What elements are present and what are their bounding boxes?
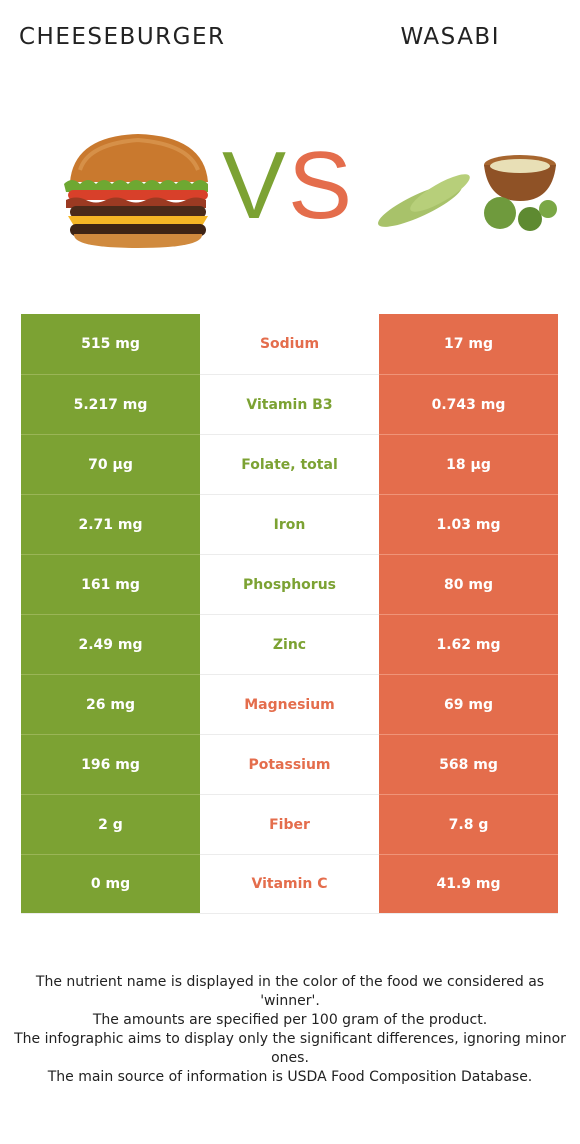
left-food-value: 26 mg — [21, 674, 200, 734]
left-food-value: 2 g — [21, 794, 200, 854]
footnote-line-1: The nutrient name is displayed in the co… — [35, 974, 545, 1009]
right-food-title: WASABI — [400, 24, 500, 50]
footnote-line-3: The infographic aims to display only the… — [14, 1031, 566, 1066]
nutrient-name: Folate, total — [200, 434, 379, 494]
nutrient-name: Vitamin C — [200, 854, 379, 914]
left-food-value: 0 mg — [21, 854, 200, 914]
nutrient-comparison-table: 515 mg Sodium 17 mg 5.217 mg Vitamin B3 0.743… — [21, 314, 558, 914]
right-food-value: 69 mg — [379, 674, 558, 734]
left-food-value: 196 mg — [21, 734, 200, 794]
nutrient-name: Magnesium — [200, 674, 379, 734]
right-food-value: 1.62 mg — [379, 614, 558, 674]
right-food-value: 1.03 mg — [379, 494, 558, 554]
footnote-line-2: The amounts are specified per 100 gram o… — [92, 1012, 488, 1028]
vs-label: V S — [222, 138, 352, 228]
table-row: 0 mg Vitamin C 41.9 mg — [21, 854, 558, 914]
footnote-line-4: The main source of information is USDA F… — [47, 1069, 533, 1085]
right-food-value: 0.743 mg — [379, 374, 558, 434]
table-row: 2.71 mg Iron 1.03 mg — [21, 494, 558, 554]
nutrient-name: Iron — [200, 494, 379, 554]
table-row: 2.49 mg Zinc 1.62 mg — [21, 614, 558, 674]
right-food-value: 41.9 mg — [379, 854, 558, 914]
nutrient-name: Fiber — [200, 794, 379, 854]
nutrient-name: Sodium — [200, 314, 379, 374]
nutrient-name: Potassium — [200, 734, 379, 794]
vs-s-letter: S — [288, 138, 352, 228]
right-food-value: 18 µg — [379, 434, 558, 494]
left-food-value: 161 mg — [21, 554, 200, 614]
left-food-value: 70 µg — [21, 434, 200, 494]
right-food-value: 568 mg — [379, 734, 558, 794]
right-food-value: 17 mg — [379, 314, 558, 374]
table-row: 515 mg Sodium 17 mg — [21, 314, 558, 374]
table-row: 26 mg Magnesium 69 mg — [21, 674, 558, 734]
table-row: 5.217 mg Vitamin B3 0.743 mg — [21, 374, 558, 434]
left-food-value: 5.217 mg — [21, 374, 200, 434]
left-food-value: 515 mg — [21, 314, 200, 374]
right-food-value: 80 mg — [379, 554, 558, 614]
table-row: 161 mg Phosphorus 80 mg — [21, 554, 558, 614]
left-food-title: CHEESEBURGER — [19, 24, 226, 50]
table-row: 2 g Fiber 7.8 g — [21, 794, 558, 854]
footnote: The nutrient name is displayed in the co… — [10, 973, 570, 1087]
left-food-value: 2.71 mg — [21, 494, 200, 554]
nutrient-name: Phosphorus — [200, 554, 379, 614]
table-row: 196 mg Potassium 568 mg — [21, 734, 558, 794]
nutrient-name: Vitamin B3 — [200, 374, 379, 434]
table-row: 70 µg Folate, total 18 µg — [21, 434, 558, 494]
vs-v-letter: V — [222, 138, 286, 228]
cheeseburger-image — [64, 134, 208, 248]
wasabi-image — [378, 155, 557, 231]
left-food-value: 2.49 mg — [21, 614, 200, 674]
right-food-value: 7.8 g — [379, 794, 558, 854]
nutrient-name: Zinc — [200, 614, 379, 674]
